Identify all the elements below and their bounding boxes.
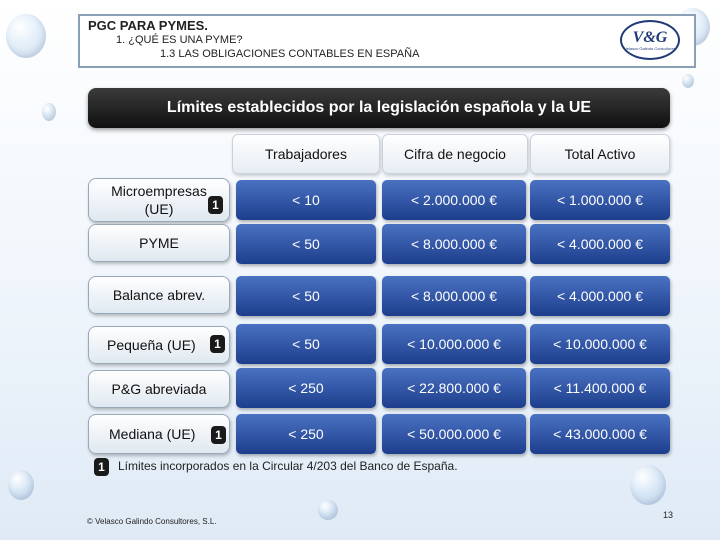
row-header-pyme: PYME bbox=[88, 224, 230, 262]
row-header-microempresas: Microempresas (UE) bbox=[88, 178, 230, 222]
table-cell: < 10.000.000 € bbox=[382, 324, 526, 364]
footnote-badge: 1 bbox=[210, 335, 225, 353]
table-cell: < 11.400.000 € bbox=[530, 368, 670, 408]
table-cell: < 10 bbox=[236, 180, 376, 220]
footnote-badge: 1 bbox=[208, 196, 223, 214]
logo-text: V&G bbox=[632, 28, 668, 46]
table-cell: < 1.000.000 € bbox=[530, 180, 670, 220]
table-cell: < 250 bbox=[236, 414, 376, 454]
column-header-total-activo: Total Activo bbox=[530, 134, 670, 174]
water-drop-decoration bbox=[42, 103, 56, 121]
table-cell: < 8.000.000 € bbox=[382, 276, 526, 316]
copyright-text: © Velasco Galindo Consultores, S.L. bbox=[87, 517, 217, 526]
footnote-badge: 1 bbox=[211, 426, 226, 444]
slide-subtitle: 1. ¿QUÉ ES UNA PYME? bbox=[116, 34, 243, 46]
slide-header: PGC PARA PYMES. 1. ¿QUÉ ES UNA PYME? 1.3… bbox=[78, 14, 696, 68]
table-cell: < 8.000.000 € bbox=[382, 224, 526, 264]
table-cell: < 50.000.000 € bbox=[382, 414, 526, 454]
footnote-text: Límites incorporados en la Circular 4/20… bbox=[118, 459, 458, 473]
slide-title: PGC PARA PYMES. bbox=[88, 18, 208, 33]
table-cell: < 2.000.000 € bbox=[382, 180, 526, 220]
row-label: Balance abrev. bbox=[112, 287, 206, 303]
row-label: PYME bbox=[139, 235, 179, 251]
row-header-mediana: Mediana (UE) bbox=[88, 414, 230, 454]
slide-section: 1.3 LAS OBLIGACIONES CONTABLES EN ESPAÑA bbox=[160, 48, 420, 60]
table-cell: < 250 bbox=[236, 368, 376, 408]
row-header-pequena: Pequeña (UE) bbox=[88, 326, 230, 364]
water-drop-decoration bbox=[8, 470, 34, 500]
water-drop-decoration bbox=[318, 500, 338, 520]
footnote-badge: 1 bbox=[94, 458, 109, 476]
row-label: Mediana (UE) bbox=[109, 426, 196, 442]
table-banner: Límites establecidos por la legislación … bbox=[88, 88, 670, 128]
water-drop-decoration bbox=[682, 74, 694, 88]
table-cell: < 4.000.000 € bbox=[530, 224, 670, 264]
table-cell: < 43.000.000 € bbox=[530, 414, 670, 454]
column-header-trabajadores: Trabajadores bbox=[232, 134, 380, 174]
row-label: P&G abreviada bbox=[111, 381, 207, 397]
page-number: 13 bbox=[663, 510, 674, 520]
company-logo: V&G Velasco Galindo Consultores bbox=[620, 20, 680, 60]
table-cell: < 50 bbox=[236, 324, 376, 364]
row-header-balance-abrev: Balance abrev. bbox=[88, 276, 230, 314]
logo-subtext: Velasco Galindo Consultores bbox=[624, 45, 676, 51]
column-header-cifra-negocio: Cifra de negocio bbox=[382, 134, 528, 174]
table-cell: < 22.800.000 € bbox=[382, 368, 526, 408]
table-cell: < 4.000.000 € bbox=[530, 276, 670, 316]
row-header-pyg-abreviada: P&G abreviada bbox=[88, 370, 230, 408]
table-cell: < 50 bbox=[236, 224, 376, 264]
table-cell: < 50 bbox=[236, 276, 376, 316]
water-drop-decoration bbox=[630, 465, 666, 505]
row-label: Microempresas (UE) bbox=[111, 183, 207, 217]
table-cell: < 10.000.000 € bbox=[530, 324, 670, 364]
water-drop-decoration bbox=[6, 14, 46, 58]
row-label: Pequeña (UE) bbox=[107, 337, 196, 353]
